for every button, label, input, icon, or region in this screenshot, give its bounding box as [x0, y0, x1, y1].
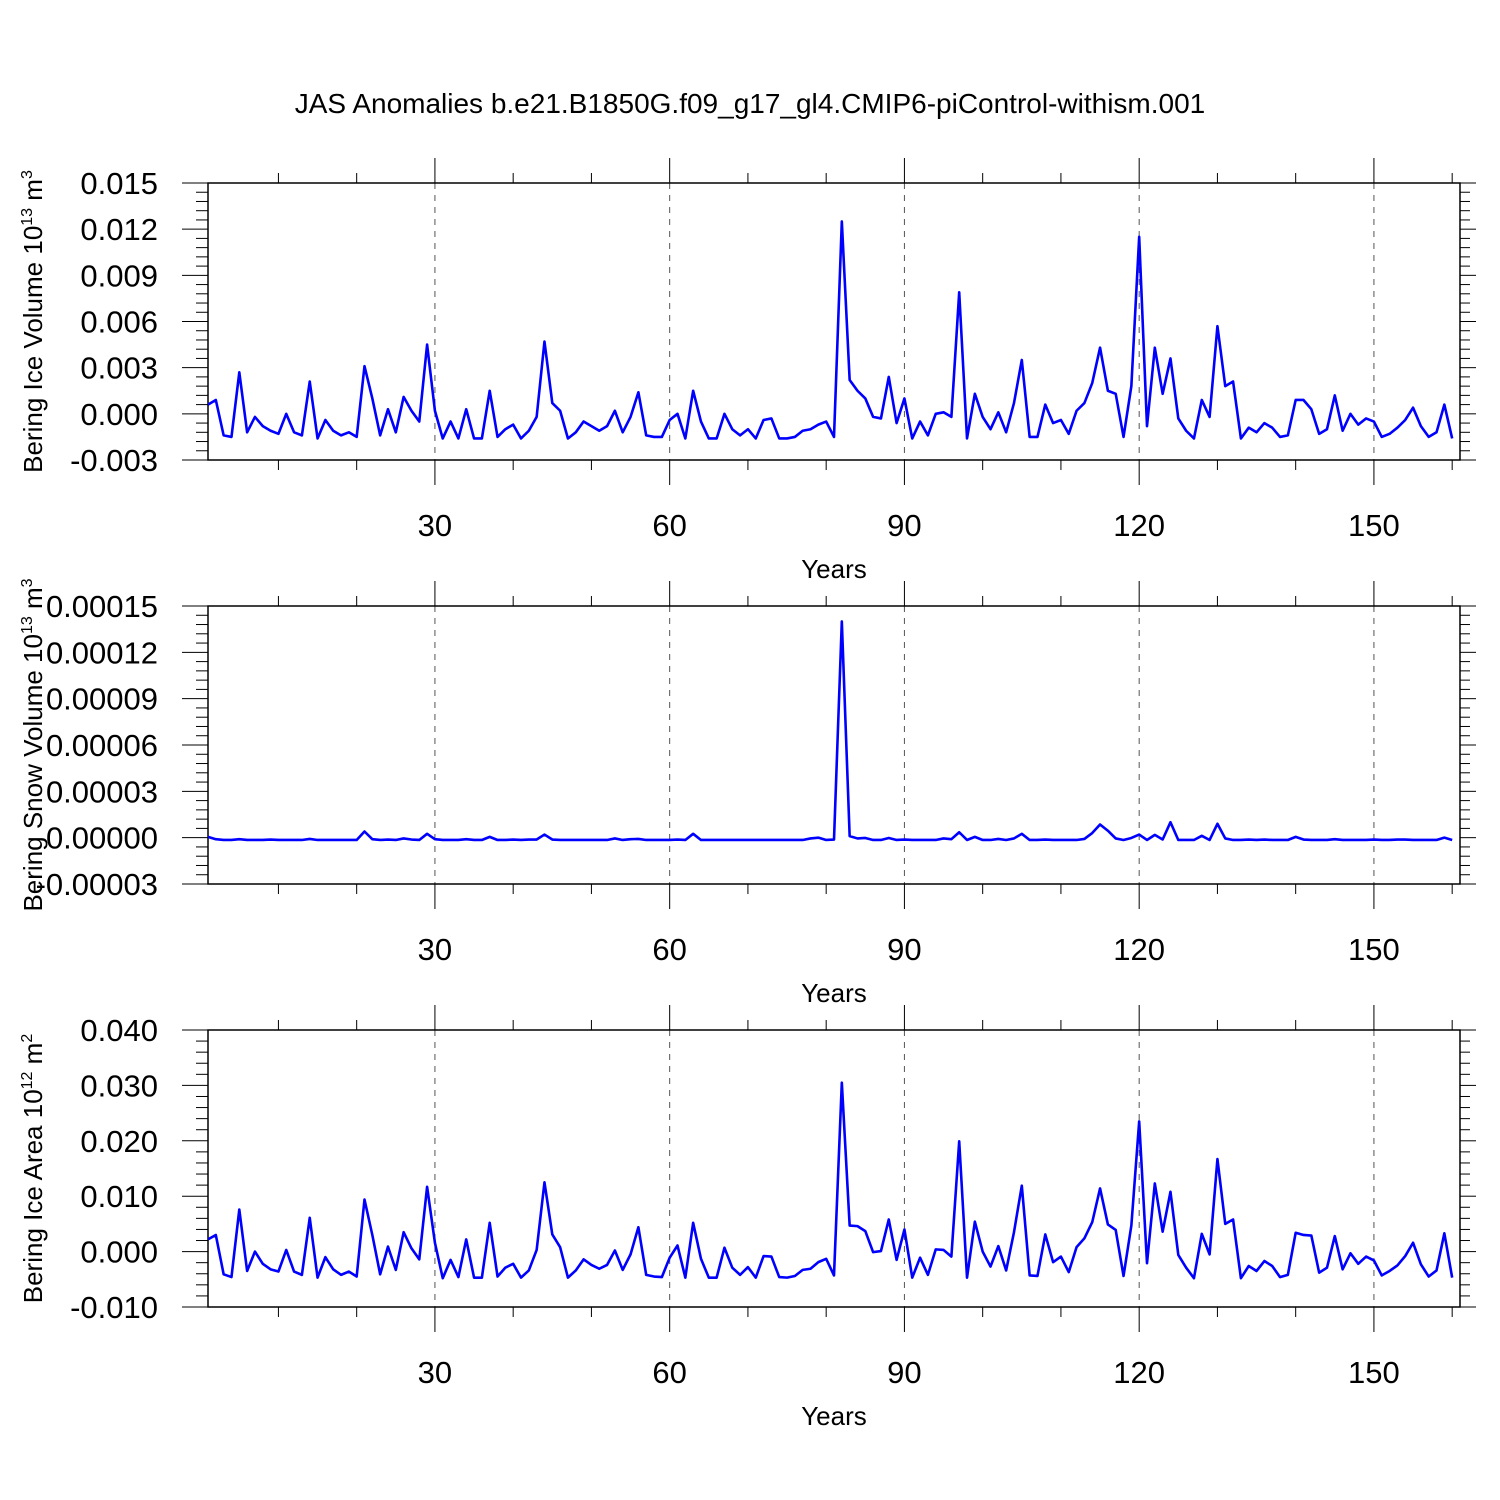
y-tick-label: 0.00012: [46, 635, 158, 670]
x-tick-label: 150: [1348, 932, 1400, 967]
x-tick-label: 150: [1348, 508, 1400, 543]
panel-snow-volume: 30 60 90 120 150 -0.00003 0.00000 0.00003 0.0000…: [18, 578, 1476, 1008]
chart-title: JAS Anomalies b.e21.B1850G.f09_g17_gl4.C…: [294, 88, 1206, 119]
y-tick-label: 0.00009: [46, 682, 158, 717]
x-axis-title: Years: [801, 1401, 867, 1431]
y-axis-title: Bering Snow Volume 1013 m3: [18, 578, 48, 911]
y-axis-title: Bering Ice Area 1012 m2: [18, 1034, 48, 1304]
x-tick-label: 120: [1113, 508, 1165, 543]
y-axis-title: Bering Ice Volume 1013 m3: [18, 170, 48, 473]
y-tick-label: 0.015: [80, 166, 158, 201]
series-line: [208, 220, 1454, 440]
y-tick-label: 0.030: [80, 1068, 158, 1103]
plot-frame: [207, 1029, 1461, 1308]
y-tick-label: -0.003: [70, 443, 158, 478]
y-tick-label: 0.012: [80, 212, 158, 247]
x-tick-label: 90: [887, 1355, 921, 1390]
panel-ice-area: 30 60 90 120 150 -0.010 0.000 0.010 0.020 0.030 0.…: [18, 1005, 1476, 1431]
y-tick-label: 0.040: [80, 1013, 158, 1048]
y-tick-label: 0.000: [80, 397, 158, 432]
y-tick-label: 0.020: [80, 1124, 158, 1159]
y-tick-label: 0.00015: [46, 589, 158, 624]
x-tick-label: 120: [1113, 932, 1165, 967]
x-tick-label: 60: [652, 1355, 686, 1390]
x-tick-label: 90: [887, 508, 921, 543]
y-tick-label: 0.003: [80, 351, 158, 386]
x-tick-label: 30: [418, 932, 452, 967]
series-line: [208, 1081, 1454, 1280]
x-axis-title: Years: [801, 978, 867, 1008]
panel-ice-volume: 30 60 90 120 150 -0.003 0.000 0.003 0.006 0.009 0.…: [18, 158, 1476, 584]
y-tick-label: 0.010: [80, 1179, 158, 1214]
y-tick-label: 0.006: [80, 305, 158, 340]
x-tick-label: 30: [418, 1355, 452, 1390]
y-tick-label: -0.00003: [36, 867, 158, 902]
y-tick-label: 0.00006: [46, 728, 158, 763]
y-tick-label: 0.00003: [46, 774, 158, 809]
x-tick-label: 150: [1348, 1355, 1400, 1390]
x-axis-title: Years: [801, 554, 867, 584]
series-line: [208, 620, 1453, 842]
x-tick-label: 90: [887, 932, 921, 967]
y-tick-label: 0.00000: [46, 821, 158, 856]
x-tick-label: 30: [418, 508, 452, 543]
plot-frame: [207, 605, 1461, 885]
y-tick-label: -0.010: [70, 1290, 158, 1325]
x-tick-label: 120: [1113, 1355, 1165, 1390]
x-tick-label: 60: [652, 932, 686, 967]
x-tick-label: 60: [652, 508, 686, 543]
y-tick-label: 0.000: [80, 1235, 158, 1270]
y-tick-label: 0.009: [80, 258, 158, 293]
